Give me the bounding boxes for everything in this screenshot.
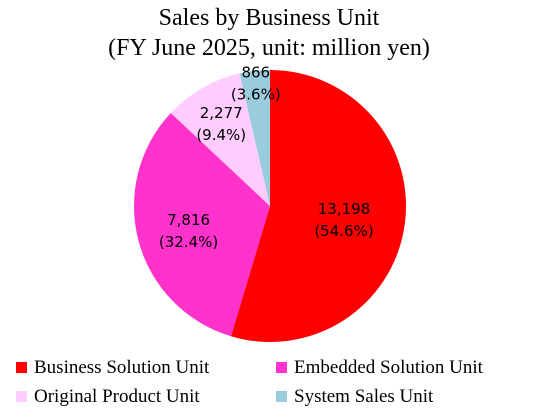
legend-swatch bbox=[276, 362, 287, 373]
chart-subtitle: (FY June 2025, unit: million yen) bbox=[108, 35, 430, 61]
slice-label: 13,198 (54.6%) bbox=[314, 200, 373, 240]
chart-title: Sales by Business Unit bbox=[158, 5, 380, 31]
pie-chart: 13,198 (54.6%) 7,816 (32.4%) 2,277 (9.4%)866(… bbox=[133, 63, 406, 342]
legend-item-business-solution: Business Solution Unit bbox=[16, 356, 209, 380]
legend-swatch bbox=[16, 391, 27, 402]
slice-label: 866 (3.6%) bbox=[231, 63, 281, 103]
pie-slice bbox=[230, 70, 406, 342]
slice-label: 7,816 (32.4%) bbox=[159, 211, 218, 251]
pie-slice bbox=[239, 70, 270, 206]
legend-item-system-sales: System Sales Unit bbox=[276, 385, 433, 409]
legend-swatch bbox=[276, 391, 287, 402]
slice-label: 2,277 (9.4%) bbox=[196, 104, 246, 144]
legend-item-embedded-solution: Embedded Solution Unit bbox=[276, 356, 483, 380]
legend-item-original-product: Original Product Unit bbox=[16, 385, 200, 409]
pie-slice bbox=[133, 112, 270, 337]
legend-label: Embedded Solution Unit bbox=[294, 357, 483, 378]
legend: Business Solution Unit Embedded Solution… bbox=[0, 356, 538, 416]
legend-label: Business Solution Unit bbox=[34, 357, 210, 378]
pie-slice bbox=[170, 73, 270, 207]
legend-swatch bbox=[16, 362, 27, 373]
legend-label: System Sales Unit bbox=[294, 386, 434, 407]
legend-label: Original Product Unit bbox=[34, 386, 200, 407]
